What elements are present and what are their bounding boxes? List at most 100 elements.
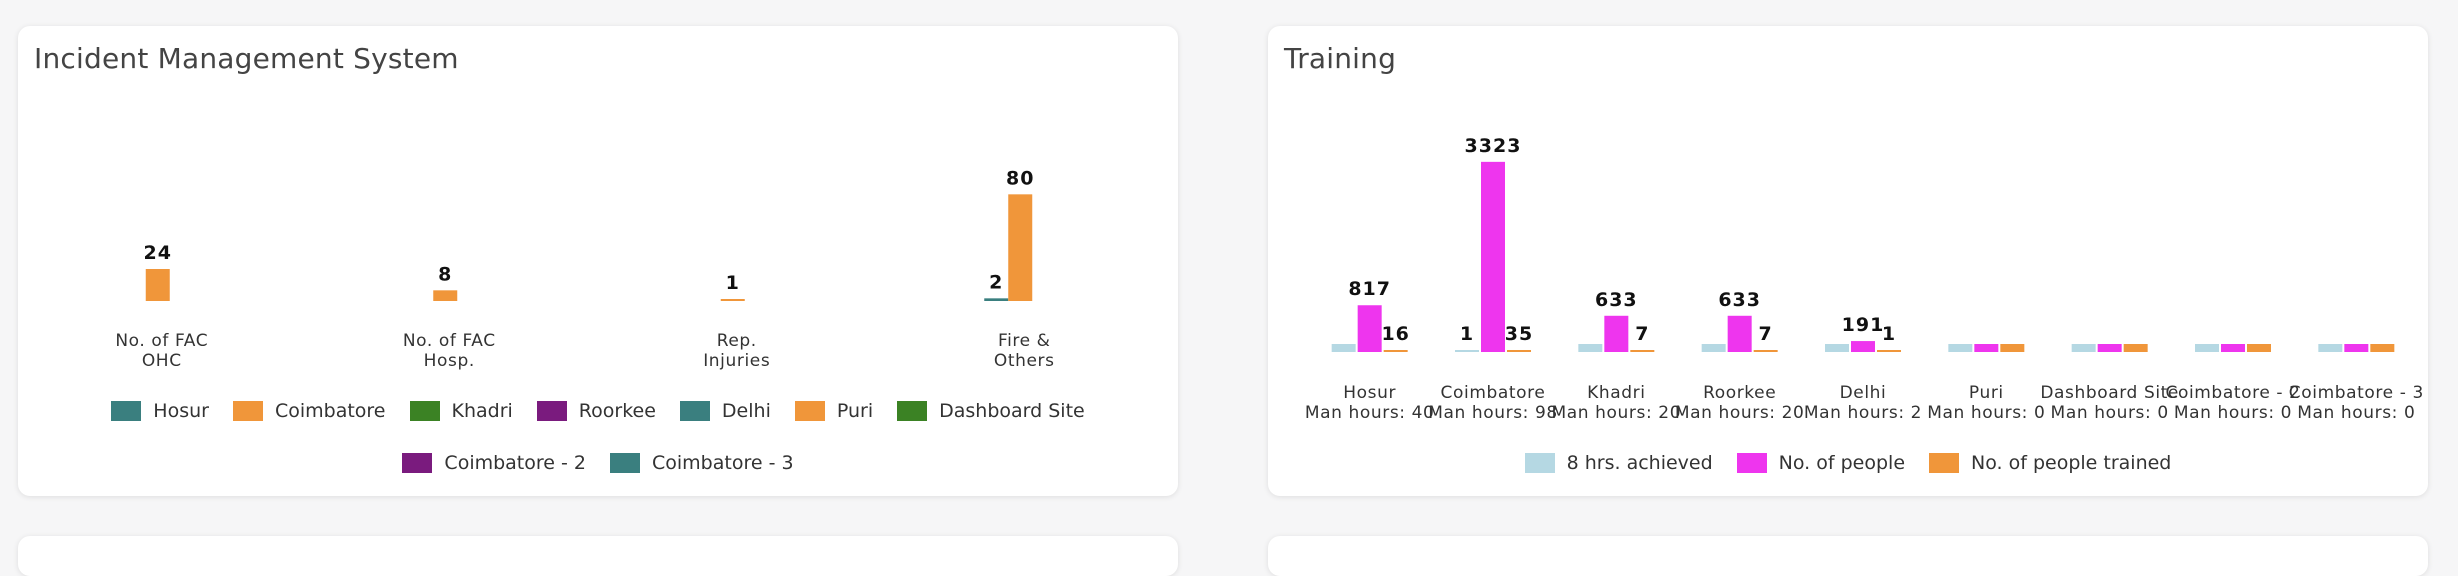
bar-no-of-people-5 <box>1974 344 1999 352</box>
data-label-1-1: 8 <box>438 263 452 285</box>
data-label-4-2: 1 <box>1882 323 1896 345</box>
legend-label: Puri <box>836 400 874 422</box>
data-label-3-1: 633 <box>1718 289 1761 311</box>
data-label-4-1: 191 <box>1842 314 1885 336</box>
incident-management-title: Incident Management System <box>34 42 459 75</box>
bar-8-hrs-achieved-3 <box>1701 344 1726 352</box>
bar-no-of-people-0 <box>1357 305 1382 352</box>
legend-swatch <box>402 453 433 473</box>
category-label-4-0: Delhi <box>1840 383 1887 403</box>
incident-management-card: Incident Management System 24 8 1 2 80 No. of… <box>18 26 1178 496</box>
category-label-8-0: Coimbatore - 3 <box>2289 383 2424 403</box>
legend-item-dashboard-site[interactable]: Dashboard Site <box>897 398 1085 424</box>
bar-no-of-people-trained-7 <box>2247 344 2271 352</box>
legend-item-khadri[interactable]: Khadri <box>409 398 513 424</box>
bar-no-of-people-trained-1 <box>1507 349 1531 352</box>
data-label-3-2: 7 <box>1759 323 1773 345</box>
legend-label: Roorkee <box>578 400 656 422</box>
bar-8-hrs-achieved-5 <box>1948 344 1973 352</box>
bar-no-of-people-4 <box>1851 341 1875 352</box>
category-label-6-1: Man hours: 0 <box>2051 403 2169 423</box>
incident-management-legend: Hosur Coimbatore Khadri Roorkee Delhi Puri Das… <box>18 398 1178 476</box>
category-label-6-0: Dashboard Site <box>2040 383 2179 403</box>
category-label-2-1: Man hours: 20 <box>1552 403 1682 423</box>
legend-label: Hosur <box>153 400 209 422</box>
data-label-1-2: 35 <box>1505 323 1533 345</box>
category-label-8-1: Man hours: 0 <box>2297 403 2415 423</box>
next-card-right <box>1268 536 2428 576</box>
bar-no-of-people-trained-5 <box>2000 344 2025 352</box>
bar-no-of-people-2 <box>1604 315 1629 352</box>
category-label-4-1: Man hours: 2 <box>1804 403 1922 423</box>
bar-no-of-people-trained-4 <box>1877 350 1901 352</box>
legend-item-coimbatore-3[interactable]: Coimbatore - 3 <box>610 450 794 476</box>
legend-item-puri[interactable]: Puri <box>794 398 874 424</box>
legend-label: Dashboard Site <box>939 400 1085 422</box>
category-label-3-0: Roorkee <box>1703 383 1776 403</box>
category-label-5-0: Puri <box>1969 383 2004 403</box>
legend-item-roorkee[interactable]: Roorkee <box>536 398 656 424</box>
category-label-7-0: Coimbatore - 2 <box>2165 383 2300 403</box>
legend-item-no-of-people[interactable]: No. of people <box>1736 450 1906 476</box>
legend-item-no-of-people-trained[interactable]: No. of people trained <box>1929 450 2171 476</box>
legend-swatch <box>232 401 263 421</box>
data-label-2-2: 7 <box>1635 323 1649 345</box>
legend-swatch <box>1736 453 1767 473</box>
category-label-0-1: Man hours: 40 <box>1305 403 1435 423</box>
legend-swatch <box>409 401 440 421</box>
legend-swatch <box>1524 453 1555 473</box>
bar-no-of-people-7 <box>2221 344 2245 352</box>
legend-swatch <box>679 401 710 421</box>
category-label-1-1: Man hours: 98 <box>1428 403 1558 423</box>
legend-label: Khadri <box>451 400 513 422</box>
bar-hosur-3 <box>984 298 1009 301</box>
category-label-5-1: Man hours: 0 <box>1927 403 2045 423</box>
legend-label: Coimbatore - 2 <box>444 452 586 474</box>
training-legend: 8 hrs. achieved No. of people No. of peopl… <box>1268 450 2428 476</box>
category-label-0-0: No. of FAC <box>115 331 208 351</box>
bar-8-hrs-achieved-1 <box>1455 350 1479 352</box>
category-label-3-0: Fire & <box>998 331 1051 351</box>
data-label-2-1: 1 <box>726 272 740 294</box>
bar-8-hrs-achieved-8 <box>2318 344 2343 352</box>
training-title: Training <box>1284 42 1397 75</box>
bar-coimbatore-1 <box>433 290 458 301</box>
bar-8-hrs-achieved-0 <box>1331 344 1356 352</box>
bar-no-of-people-trained-8 <box>2370 344 2395 352</box>
legend-item-8-hrs-achieved[interactable]: 8 hrs. achieved <box>1524 450 1713 476</box>
legend-swatch <box>1929 453 1960 473</box>
bar-coimbatore-0 <box>145 269 170 301</box>
data-label-1-1: 3323 <box>1465 135 1522 157</box>
legend-swatch <box>794 401 825 421</box>
bar-no-of-people-3 <box>1727 315 1752 352</box>
next-card-left <box>18 536 1178 576</box>
bar-coimbatore-3 <box>1008 194 1033 301</box>
category-label-3-1: Man hours: 20 <box>1675 403 1805 423</box>
legend-swatch <box>897 401 928 421</box>
legend-label: No. of people <box>1778 452 1906 474</box>
category-label-1-0: Coimbatore <box>1441 383 1546 403</box>
legend-swatch <box>111 401 142 421</box>
training-card: Training 817 16 1 3323 35 633 7 633 7 191 1 Hosur Ma… <box>1268 26 2428 496</box>
legend-item-coimbatore-2[interactable]: Coimbatore - 2 <box>402 450 586 476</box>
bar-no-of-people-trained-6 <box>2123 344 2148 352</box>
legend-label: No. of people trained <box>1971 452 2172 474</box>
category-label-1-0: No. of FAC <box>403 331 496 351</box>
data-label-1-0: 1 <box>1460 323 1474 345</box>
legend-item-hosur[interactable]: Hosur <box>111 398 209 424</box>
legend-label: Coimbatore <box>274 400 386 422</box>
bar-no-of-people-1 <box>1481 161 1505 352</box>
category-label-2-0: Khadri <box>1587 383 1645 403</box>
legend-item-coimbatore[interactable]: Coimbatore <box>232 398 386 424</box>
bar-8-hrs-achieved-6 <box>2071 344 2096 352</box>
category-label-2-0: Rep. <box>717 331 757 351</box>
bar-no-of-people-trained-0 <box>1383 350 1408 352</box>
legend-label: Delhi <box>721 400 771 422</box>
legend-label: Coimbatore - 3 <box>652 452 794 474</box>
bar-no-of-people-trained-2 <box>1630 350 1655 352</box>
legend-item-delhi[interactable]: Delhi <box>679 398 771 424</box>
category-label-7-1: Man hours: 0 <box>2174 403 2292 423</box>
bar-8-hrs-achieved-7 <box>2195 344 2219 352</box>
